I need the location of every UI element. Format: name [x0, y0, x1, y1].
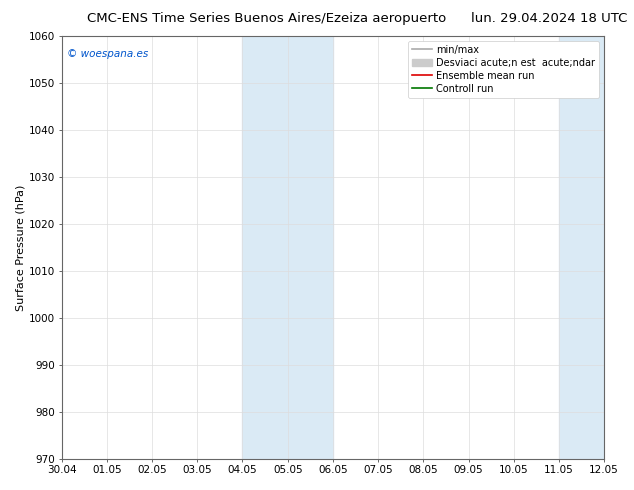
Text: CMC-ENS Time Series Buenos Aires/Ezeiza aeropuerto: CMC-ENS Time Series Buenos Aires/Ezeiza … — [87, 12, 446, 25]
Text: lun. 29.04.2024 18 UTC: lun. 29.04.2024 18 UTC — [471, 12, 628, 25]
Bar — [242, 36, 333, 459]
Text: © woespana.es: © woespana.es — [67, 49, 148, 59]
Legend: min/max, Desviaci acute;n est  acute;ndar, Ensemble mean run, Controll run: min/max, Desviaci acute;n est acute;ndar… — [408, 41, 599, 98]
Bar — [559, 36, 634, 459]
Y-axis label: Surface Pressure (hPa): Surface Pressure (hPa) — [15, 184, 25, 311]
